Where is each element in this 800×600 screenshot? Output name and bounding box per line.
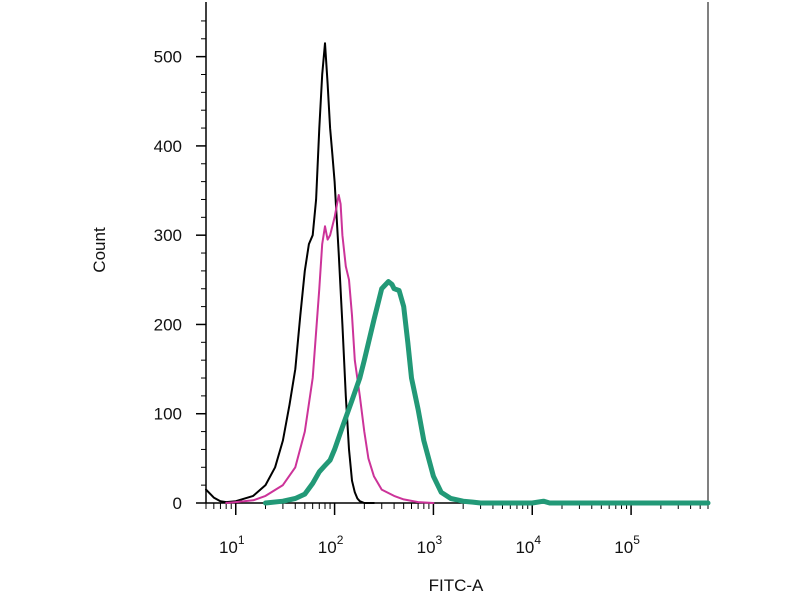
series-1-line [205, 42, 375, 504]
x-tick-label: 101 [219, 533, 245, 557]
plot-frame [205, 2, 709, 504]
y-tick-label: 100 [154, 405, 182, 424]
x-tick-label: 103 [417, 533, 443, 557]
x-axis-minor-ticks [205, 503, 709, 509]
y-tick-label: 0 [173, 494, 182, 513]
y-axis-tick-labels: 0 100 200 300 400 500 [154, 48, 182, 513]
x-axis-label: FITC-A [429, 576, 484, 595]
series-layer [205, 42, 711, 506]
y-tick-label: 500 [154, 48, 182, 67]
series-2-line [225, 194, 435, 504]
x-tick-label: 104 [515, 533, 541, 557]
y-tick-label: 400 [154, 137, 182, 156]
y-axis-ticks [196, 20, 206, 504]
x-tick-label: 105 [614, 533, 640, 557]
y-tick-label: 300 [154, 226, 182, 245]
y-tick-label: 200 [154, 315, 182, 334]
y-axis-label: Count [90, 227, 109, 273]
x-axis-tick-labels: 101 102 103 104 105 [219, 533, 640, 557]
series-3-line [263, 279, 711, 506]
x-tick-label: 102 [318, 533, 344, 557]
